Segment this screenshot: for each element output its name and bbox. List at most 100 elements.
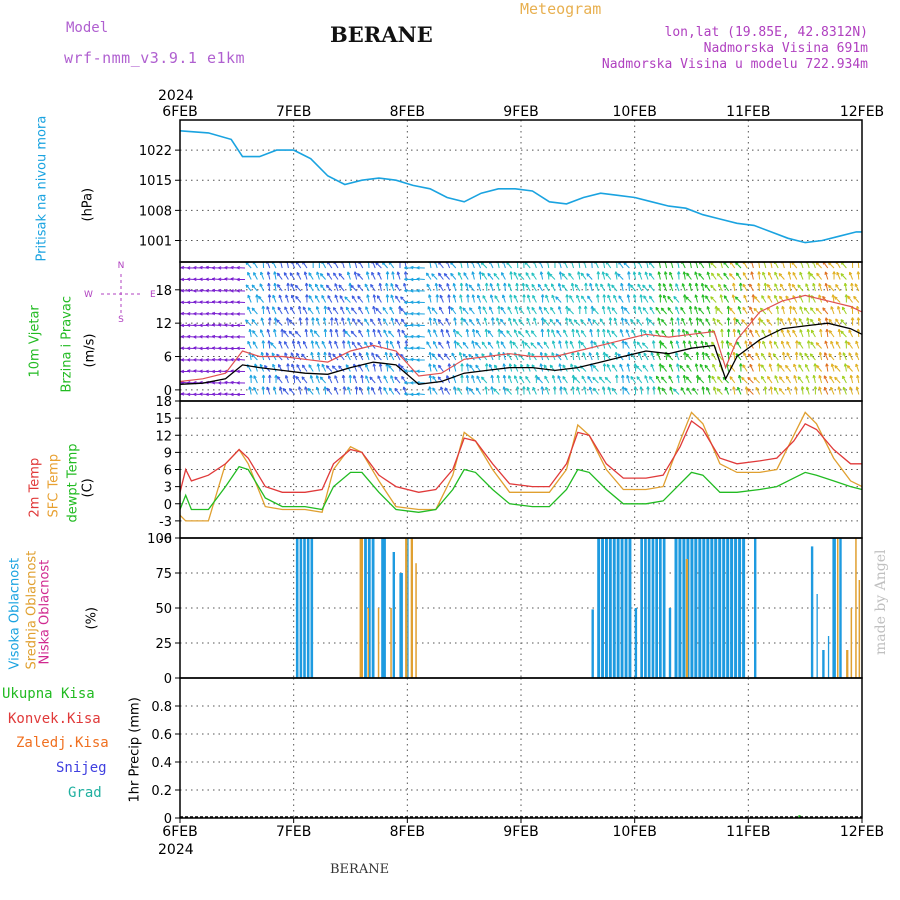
wind-arrow-head [394,376,397,380]
wind-arrow-head [788,305,792,309]
wind-arrow [501,272,506,280]
wind-arrow [717,376,723,384]
wind-arrow [385,352,389,361]
wind-arrow-head [350,285,353,289]
wind-arrow-head [620,283,622,287]
wind-arrow-head [592,308,595,312]
wind-arrow-head [205,290,209,293]
wind-arrow [453,386,457,395]
wind-arrow-head [193,336,197,339]
wind-arrow [433,317,438,326]
wind-arrow-head [497,328,500,332]
wind-arrow-head [590,340,593,344]
wind-arrow [429,352,432,361]
wind-arrow [587,318,593,326]
wind-arrow-head [658,363,661,367]
wind-arrow [510,271,513,280]
wind-arrow [438,364,444,372]
wind-arrow [735,272,742,280]
wind-arrow-head [540,328,543,332]
wind-arrow [679,365,686,372]
wind-arrow [747,376,754,384]
wind-arrow-head [806,317,808,321]
wind-arrow-head [347,340,349,344]
wind-arrow [561,273,568,280]
wind-arrow [340,306,345,315]
wind-arrow-head [323,351,326,355]
wind-arrow-head [311,317,314,321]
wind-arrow [317,363,320,372]
wind-arrow-head [855,306,858,310]
wind-arrow [508,283,513,292]
wind-arrow-head [596,271,599,275]
wind-arrow-head [326,272,329,276]
wind-arrow-head [496,283,499,287]
wind-arrow [583,386,587,395]
wind-arrow [720,262,723,269]
wind-arrow-head [683,294,686,298]
wind-arrow-head [757,363,760,367]
wind-arrow-head [211,382,216,385]
wind-arrow [435,283,438,292]
wind-arrow [477,262,482,269]
wind-arrow-head [230,381,234,385]
y-tick-label: -6 [159,532,172,547]
wind-arrow [677,262,680,269]
wind-arrow [386,340,389,349]
x-tick-label-top: 9FEB [503,104,538,120]
wind-arrow [620,283,624,292]
wind-arrow-head [559,386,562,390]
wind-arrow-head [716,307,719,312]
wind-arrow [857,262,860,269]
wind-arrow [377,271,382,280]
wind-arrow [450,272,457,280]
wind-arrow-head [663,271,666,275]
wind-arrow-head [558,262,560,264]
wind-arrow [583,262,587,269]
wind-arrow-head [410,290,414,293]
wind-arrow-head [493,364,496,369]
y-tick-label: 18 [155,395,172,410]
wind-arrow-head [577,271,579,275]
wind-arrow-head [205,393,209,397]
wind-arrow [780,283,785,292]
wind-arrow [809,273,816,280]
wind-arrow-head [779,296,781,300]
y-tick-label: 12 [155,429,172,444]
wind-arrow [262,262,265,269]
wind-arrow [701,283,705,292]
meteogram-label: Meteogram [520,0,602,18]
wind-arrow-head [193,267,197,270]
wind-arrow-head [484,386,487,390]
wind-arrow-head [534,374,537,378]
wind-arrow-head [224,267,228,270]
wind-arrow-head [175,324,178,325]
high-cloud-bar [810,546,814,678]
wind-arrow-head [211,289,216,293]
wind-arrow-head [274,374,277,378]
wind-arrow [509,294,513,303]
wind-arrow-head [295,262,298,265]
wind-arrow [660,307,667,315]
wind-arrow [367,294,370,303]
wind-arrow-head [267,282,270,287]
wind-arrow [432,387,438,395]
wind-arrow-head [537,342,539,346]
wind-arrow [803,307,810,315]
wind-arrow [450,307,457,315]
wind-arrow [711,375,717,384]
high-cloud-bar [714,538,718,678]
wind-arrow-head [266,329,269,333]
wind-arrow [593,387,599,395]
wind-arrow-head [553,386,556,390]
wind-arrow-head [205,313,209,316]
wind-arrow [573,319,581,326]
wind-arrow [842,352,847,361]
wind-arrow-head [847,341,849,346]
x-tick-label-top: 12FEB [840,104,884,120]
wind-arrow-head [447,294,450,298]
wind-arrow-head [536,376,539,381]
wind-arrow [332,353,339,361]
wind-arrow [555,353,562,361]
wind-arrow [348,262,351,269]
